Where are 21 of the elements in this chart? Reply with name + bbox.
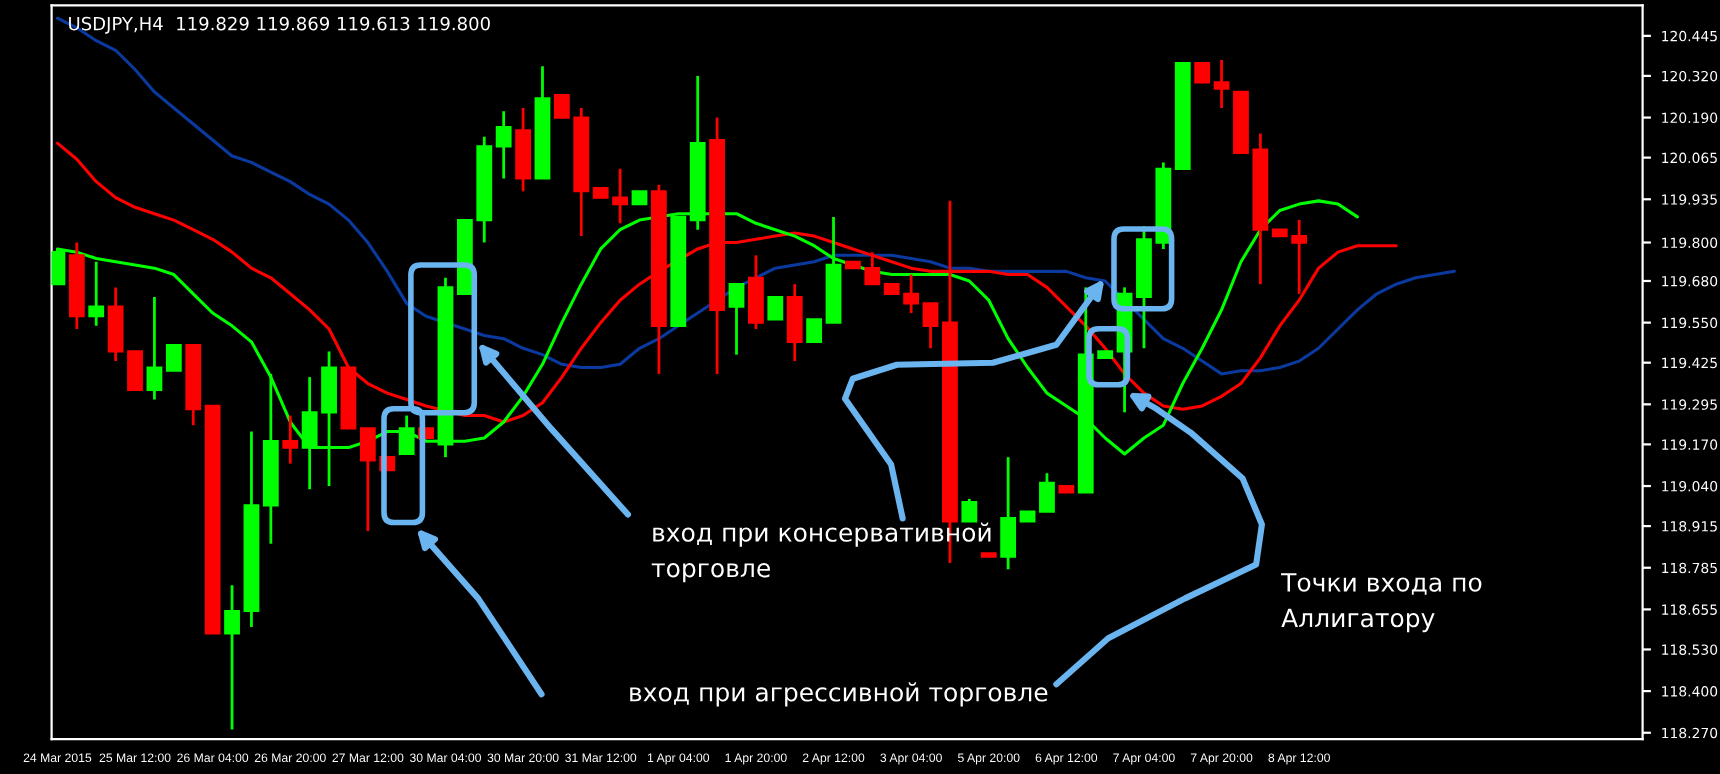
candlestick [1039,471,1055,514]
candlestick [1194,61,1211,84]
line-series [55,16,1456,376]
candlestick [146,295,163,401]
candlestick [495,109,512,180]
annotation: Точки входа по Аллигатору [1281,573,1482,633]
candlestick [922,302,939,350]
candlestick [88,260,105,328]
candlestick [224,583,240,731]
candlestick [806,318,823,343]
candlestick [786,282,803,363]
candlestick [767,295,784,321]
candlestick [1000,455,1017,571]
candlestick [748,253,764,331]
candlestick [728,282,745,357]
candlestick [961,497,978,523]
annotation: вход при агрессивной торговле [630,682,1048,707]
candlestick [1213,58,1230,110]
candlestick [165,343,182,372]
text: USDJPY,H4 119.829 119.869 119.613 119.800 [69,16,490,34]
candlestick [282,414,299,465]
